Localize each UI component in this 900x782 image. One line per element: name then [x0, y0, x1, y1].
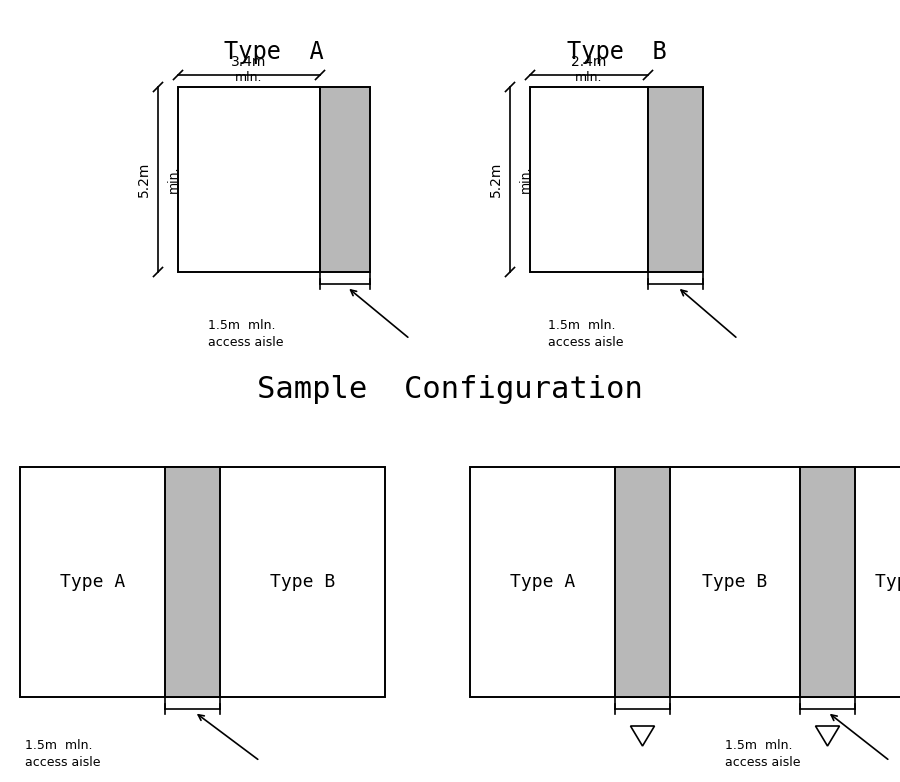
Text: min.: min.	[167, 166, 180, 193]
Bar	[178, 87, 320, 272]
Text: Type B: Type B	[702, 573, 768, 591]
Text: min.: min.	[519, 166, 532, 193]
Text: mln.: mln.	[235, 71, 263, 84]
Bar	[470, 467, 900, 697]
Text: Sample  Configuration: Sample Configuration	[257, 375, 643, 404]
Text: Type A: Type A	[510, 573, 575, 591]
Text: access aisle: access aisle	[548, 336, 624, 349]
Bar	[320, 87, 370, 272]
Polygon shape	[631, 726, 654, 746]
Text: Type B: Type B	[270, 573, 335, 591]
Bar	[648, 87, 703, 272]
Text: 2.4m: 2.4m	[572, 55, 607, 69]
Polygon shape	[815, 726, 840, 746]
Text: Type  B: Type B	[567, 40, 666, 64]
Bar	[530, 87, 648, 272]
Text: Type B: Type B	[875, 573, 900, 591]
Text: 1.5m  mln.: 1.5m mln.	[208, 319, 275, 332]
Bar	[800, 467, 855, 697]
Text: access aisle: access aisle	[208, 336, 284, 349]
Text: Type A: Type A	[60, 573, 125, 591]
Text: access aisle: access aisle	[25, 756, 101, 769]
Text: 1.5m  mln.: 1.5m mln.	[25, 739, 93, 752]
Bar	[20, 467, 385, 697]
Text: 5.2m: 5.2m	[489, 162, 503, 197]
Text: 1.5m  mln.: 1.5m mln.	[725, 739, 793, 752]
Text: 3.4m: 3.4m	[231, 55, 266, 69]
Bar	[165, 467, 220, 697]
Text: mln.: mln.	[575, 71, 603, 84]
Bar	[615, 467, 670, 697]
Text: 5.2m: 5.2m	[137, 162, 151, 197]
Text: 1.5m  mln.: 1.5m mln.	[548, 319, 616, 332]
Text: Type  A: Type A	[224, 40, 324, 64]
Text: access aisle: access aisle	[725, 756, 800, 769]
